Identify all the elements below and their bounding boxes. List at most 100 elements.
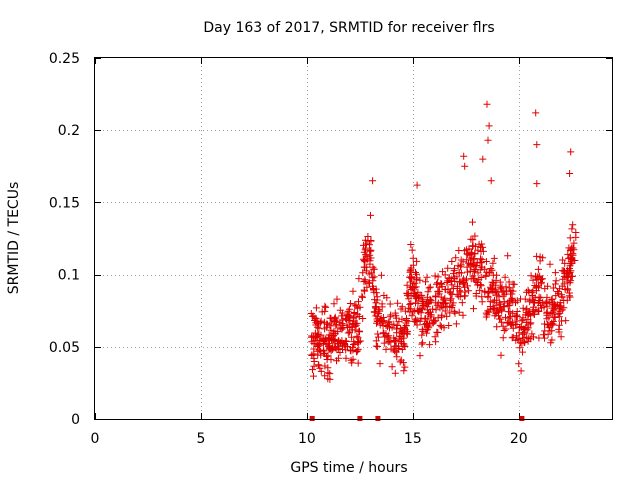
data-point	[487, 177, 495, 185]
data-point	[502, 325, 510, 333]
data-point	[502, 283, 510, 291]
data-point	[515, 329, 523, 337]
data-point	[567, 245, 575, 253]
data-point	[523, 288, 530, 296]
data-point	[517, 367, 525, 375]
data-point	[551, 280, 559, 288]
data-point	[410, 289, 418, 297]
data-point	[321, 372, 329, 380]
data-point	[570, 239, 578, 247]
data-point	[400, 341, 408, 349]
data-point	[477, 274, 485, 281]
data-point	[394, 299, 402, 307]
data-point	[484, 136, 492, 144]
data-point	[396, 358, 404, 366]
data-point	[386, 300, 394, 308]
data-point	[409, 308, 417, 316]
data-point	[422, 299, 430, 307]
data-point	[484, 293, 492, 301]
data-point	[432, 306, 440, 314]
data-point	[387, 311, 395, 319]
data-point	[482, 272, 490, 280]
data-point	[445, 274, 453, 282]
data-point	[482, 313, 490, 321]
data-point	[423, 273, 431, 281]
data-point	[314, 351, 322, 359]
data-point	[374, 343, 382, 350]
data-point	[354, 359, 362, 367]
data-point	[397, 305, 405, 313]
data-point	[400, 367, 408, 375]
data-point	[423, 320, 431, 328]
data-point	[336, 318, 344, 326]
data-point	[434, 273, 442, 281]
data-point	[477, 248, 485, 255]
data-point	[461, 292, 468, 300]
data-point	[406, 273, 414, 281]
data-point	[349, 287, 357, 295]
data-point	[533, 180, 541, 188]
data-point	[526, 296, 534, 304]
data-point	[494, 308, 502, 316]
data-point	[476, 286, 484, 294]
data-point	[528, 330, 536, 338]
data-point	[369, 177, 377, 185]
data-point	[374, 333, 382, 341]
data-point	[526, 320, 534, 328]
data-point	[349, 355, 357, 363]
data-point	[309, 366, 316, 374]
data-point	[413, 316, 421, 324]
x-axis-label: GPS time / hours	[290, 460, 407, 476]
data-point	[406, 300, 414, 308]
data-point	[433, 301, 441, 309]
data-point	[559, 275, 567, 283]
data-point	[502, 313, 509, 321]
data-point	[533, 283, 540, 291]
data-point	[497, 351, 505, 359]
data-point	[374, 330, 382, 338]
data-point	[479, 243, 487, 251]
data-point	[558, 306, 566, 314]
data-point	[490, 305, 498, 313]
data-point	[314, 361, 322, 369]
data-point	[416, 352, 424, 360]
data-point	[354, 304, 362, 312]
data-point	[438, 311, 446, 319]
data-point	[413, 257, 421, 265]
data-point	[458, 299, 466, 307]
data-point	[371, 303, 379, 311]
data-point	[564, 250, 572, 258]
data-point	[482, 258, 490, 265]
data-point	[470, 305, 477, 313]
data-point	[356, 337, 364, 345]
data-point	[490, 254, 498, 262]
data-point	[452, 254, 460, 262]
data-point	[321, 325, 329, 333]
data-point	[419, 304, 427, 312]
data-point	[393, 329, 401, 337]
data-point	[552, 292, 560, 300]
data-point	[477, 282, 485, 290]
data-point	[466, 256, 474, 264]
data-point	[457, 288, 465, 296]
data-point	[549, 310, 557, 318]
data-point	[412, 283, 420, 291]
data-point	[401, 363, 409, 371]
data-point	[563, 267, 571, 275]
data-point	[417, 314, 425, 322]
data-point	[334, 354, 342, 362]
data-point	[344, 311, 352, 319]
data-point	[325, 345, 333, 353]
data-point	[569, 250, 577, 258]
data-point	[351, 301, 359, 309]
data-point	[441, 307, 449, 315]
data-point	[367, 211, 374, 219]
data-point	[405, 295, 413, 303]
data-point	[536, 257, 544, 265]
data-point	[407, 241, 415, 248]
data-point	[449, 270, 457, 278]
data-point	[393, 353, 401, 361]
data-point	[518, 317, 526, 325]
data-point	[346, 300, 354, 307]
data-point	[348, 359, 356, 367]
